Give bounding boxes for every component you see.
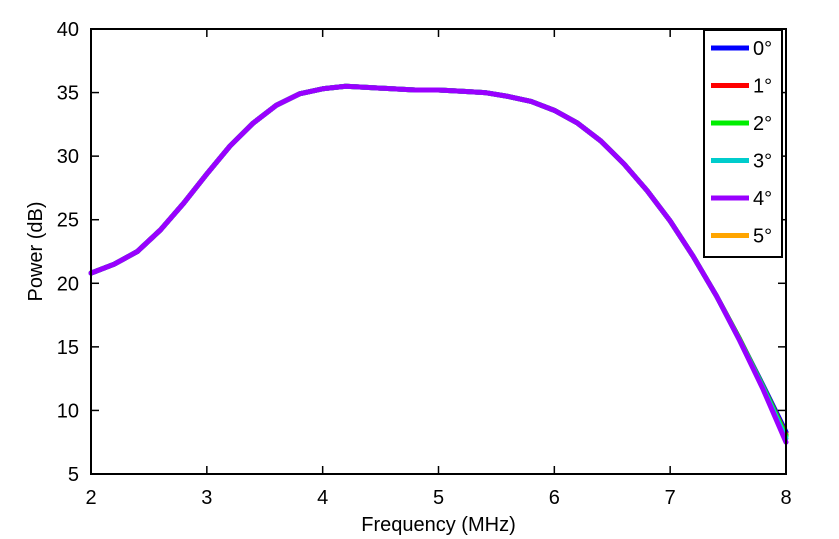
- legend-label-1: 1°: [753, 76, 772, 98]
- y-tick-label: 5: [68, 464, 79, 486]
- series-layer: [88, 83, 789, 445]
- y-tick-label: 35: [57, 83, 79, 105]
- x-axis-title: Frequency (MHz): [361, 514, 515, 536]
- x-tick-label: 6: [549, 487, 560, 509]
- y-tick-label: 25: [57, 210, 79, 232]
- legend: 0° 1° 2° 3° 4° 5°: [703, 29, 783, 258]
- x-tick-label: 2: [85, 487, 96, 509]
- legend-label-5: 5°: [753, 226, 772, 248]
- y-tick-label: 15: [57, 337, 79, 359]
- legend-label-2: 2°: [753, 113, 772, 135]
- y-tick-label: 10: [57, 400, 79, 422]
- legend-label-4: 4°: [753, 188, 772, 210]
- y-tick-label: 20: [57, 273, 79, 295]
- y-axis-title: Power (dB): [25, 201, 47, 301]
- x-tick-label: 4: [317, 487, 328, 509]
- legend-label-3: 3°: [753, 151, 772, 173]
- x-tick-label: 5: [433, 487, 444, 509]
- y-tick-label: 40: [57, 19, 79, 41]
- x-tick-label: 3: [201, 487, 212, 509]
- x-tick-label: 7: [665, 487, 676, 509]
- y-tick-label: 30: [57, 146, 79, 168]
- ticks-layer: 2 3 4 5 6 7 8 5 10 15 20 25 30 35 40: [57, 19, 792, 509]
- legend-label-0: 0°: [753, 38, 772, 60]
- series-line-4: [88, 83, 789, 445]
- legend-box: [703, 29, 783, 258]
- x-tick-label: 8: [780, 487, 791, 509]
